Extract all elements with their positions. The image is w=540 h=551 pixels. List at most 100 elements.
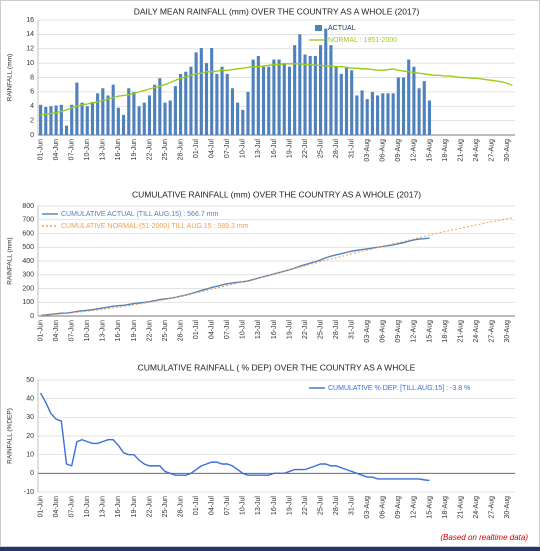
- x-tick-label: 03-Aug: [364, 139, 371, 162]
- line-series: [39, 392, 430, 482]
- x-tick-label: 16-Jul: [271, 320, 278, 340]
- x-tick-label: 27-Aug: [489, 139, 496, 162]
- x-tick-label: 10-Jun: [84, 320, 91, 342]
- bar: [85, 106, 89, 135]
- line-series: [40, 237, 430, 317]
- y-tick-label: 40: [26, 396, 34, 403]
- bar: [412, 66, 416, 135]
- x-tick-label: 03-Aug: [364, 496, 371, 519]
- x-tick-label: 25-Jul: [317, 496, 324, 516]
- x-tick-label: 16-Jul: [271, 496, 278, 516]
- x-tick-label: 06-Aug: [380, 496, 387, 519]
- bar: [215, 73, 219, 135]
- bar: [54, 105, 58, 135]
- bar: [59, 104, 63, 135]
- x-tick-label: 04-Jul: [209, 496, 216, 516]
- x-tick-label: 25-Jun: [162, 320, 169, 342]
- bar: [163, 102, 167, 135]
- chart-title: CUMULATIVE RAINFALL ( % DEP) OVER THE CO…: [138, 362, 416, 372]
- y-tick-label: 300: [22, 272, 34, 279]
- x-tick-label: 25-Jul: [317, 320, 324, 340]
- bar: [376, 95, 380, 135]
- x-tick-label: 28-Jul: [333, 496, 340, 516]
- x-tick-label: 01-Jun: [37, 496, 44, 518]
- bar: [308, 55, 312, 135]
- bar: [381, 93, 385, 135]
- bar: [75, 82, 79, 135]
- x-tick-label: 19-Jun: [131, 320, 138, 342]
- bar: [64, 125, 69, 135]
- y-tick-label: 200: [22, 285, 34, 292]
- x-tick-label: 28-Jun: [177, 496, 184, 518]
- x-tick-label: 28-Jun: [177, 320, 184, 342]
- bar: [360, 90, 364, 135]
- bar: [210, 48, 214, 135]
- x-tick-label: 13-Jul: [255, 139, 262, 159]
- y-tick-label: 0: [30, 470, 34, 477]
- bar: [407, 59, 411, 135]
- x-tick-label: 09-Aug: [395, 320, 402, 343]
- bar: [256, 55, 260, 135]
- x-tick-label: 19-Jul: [286, 496, 293, 516]
- x-tick-label: 12-Aug: [411, 496, 418, 519]
- bar: [324, 28, 328, 135]
- x-tick-label: 13-Jul: [255, 496, 262, 516]
- x-tick-label: 27-Aug: [489, 320, 496, 343]
- bar: [116, 107, 120, 135]
- x-tick-label: 09-Aug: [395, 139, 402, 162]
- x-tick-label: 01-Jul: [193, 496, 200, 516]
- bar: [339, 73, 343, 135]
- x-tick-label: 13-Jun: [100, 320, 107, 342]
- x-tick-label: 13-Jul: [255, 320, 262, 340]
- y-tick-label: 4: [30, 103, 34, 110]
- x-tick-label: 16-Jun: [115, 139, 122, 161]
- bar: [106, 95, 110, 135]
- x-tick-label: 07-Jul: [224, 320, 231, 340]
- bar: [225, 73, 229, 135]
- bar: [158, 78, 162, 135]
- x-tick-label: 16-Jun: [115, 496, 122, 518]
- bar: [246, 91, 250, 135]
- bar: [70, 104, 74, 135]
- x-tick-label: 19-Jul: [286, 139, 293, 159]
- bar: [355, 95, 359, 135]
- bar: [386, 93, 390, 135]
- bar: [49, 106, 53, 135]
- y-tick-label: 0: [30, 132, 34, 139]
- y-axis-label: RAINFALL (mm): [7, 54, 14, 101]
- x-tick-label: 12-Aug: [411, 139, 418, 162]
- x-tick-label: 22-Jul: [302, 139, 309, 159]
- bar: [350, 70, 354, 135]
- y-tick-label: 6: [30, 89, 34, 96]
- bar: [153, 84, 157, 135]
- line-series: [40, 217, 513, 317]
- bar: [80, 102, 84, 135]
- bar: [319, 45, 323, 135]
- x-tick-label: 04-Jul: [209, 320, 216, 340]
- bar: [313, 55, 317, 135]
- x-tick-label: 04-Jul: [209, 139, 216, 159]
- legend-label: CUMULATIVE NORMAL (51-2000) TILL AUG.15 …: [61, 223, 249, 230]
- bar: [44, 106, 48, 135]
- legend-label: CUMULATIVE ACTUAL (TILL AUG.15) : 566.7 …: [61, 211, 218, 218]
- x-tick-label: 18-Aug: [442, 139, 449, 162]
- x-tick-label: 07-Jun: [69, 139, 76, 161]
- bar: [90, 101, 94, 135]
- x-tick-label: 27-Aug: [489, 496, 496, 519]
- bar: [96, 93, 100, 135]
- bar: [147, 95, 152, 135]
- y-tick-label: 800: [22, 203, 34, 210]
- x-tick-label: 04-Jun: [53, 320, 60, 342]
- bar: [204, 63, 209, 135]
- x-tick-label: 04-Jun: [53, 139, 60, 161]
- bar: [267, 66, 271, 135]
- x-tick-label: 16-Jun: [115, 320, 122, 342]
- x-tick-label: 24-Aug: [473, 496, 480, 519]
- y-tick-label: 30: [26, 414, 34, 421]
- y-tick-label: 700: [22, 217, 34, 224]
- x-tick-label: 13-Jun: [100, 139, 107, 161]
- x-tick-label: 24-Aug: [473, 139, 480, 162]
- x-tick-label: 16-Jul: [271, 139, 278, 159]
- bar: [179, 73, 183, 135]
